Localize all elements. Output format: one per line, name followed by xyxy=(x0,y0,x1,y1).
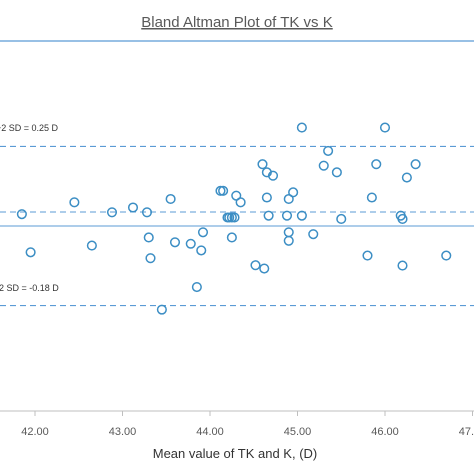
data-point xyxy=(127,202,139,213)
data-point xyxy=(250,260,261,271)
data-point xyxy=(323,145,334,156)
data-point xyxy=(69,197,80,208)
data-point xyxy=(366,192,377,203)
upper-sd-label: +2 SD = 0.25 D xyxy=(0,123,59,133)
data-point xyxy=(141,207,153,218)
data-point xyxy=(156,304,167,315)
data-point xyxy=(261,192,272,203)
data-point xyxy=(288,187,299,198)
data-point xyxy=(296,210,307,221)
data-point xyxy=(296,122,307,133)
x-tick-label: 45.00 xyxy=(284,426,312,438)
data-point xyxy=(397,213,408,225)
data-point xyxy=(235,197,246,208)
data-point xyxy=(169,237,181,248)
data-point xyxy=(224,212,235,223)
data-point xyxy=(263,210,274,221)
x-axis-label: Mean value of TK and K, (D) xyxy=(153,446,318,461)
data-point xyxy=(191,282,202,293)
x-tick-label: 43.00 xyxy=(109,426,137,438)
data-point xyxy=(185,238,196,249)
data-point xyxy=(283,227,294,238)
data-point xyxy=(283,235,294,246)
data-point xyxy=(16,209,27,220)
x-tick-label: 44.00 xyxy=(196,426,224,438)
chart-title: Bland Altman Plot of TK vs K xyxy=(141,14,332,31)
data-point xyxy=(371,159,382,170)
data-point xyxy=(196,245,207,256)
data-point xyxy=(336,213,347,225)
x-tick-label: 46.00 xyxy=(371,426,399,438)
data-point xyxy=(308,229,319,240)
data-point xyxy=(267,170,279,181)
data-point xyxy=(397,260,408,271)
data-point xyxy=(410,159,421,170)
data-point xyxy=(379,122,391,133)
data-point xyxy=(257,159,268,170)
x-tick-label: 47.00 xyxy=(459,426,474,438)
data-point xyxy=(106,207,118,218)
reference-lines xyxy=(0,40,474,307)
data-point xyxy=(281,210,293,221)
data-point xyxy=(197,227,209,238)
data-point xyxy=(165,193,176,205)
data-point xyxy=(86,240,97,251)
data-point xyxy=(401,172,412,183)
x-tick-label: 42.00 xyxy=(21,426,49,438)
data-point xyxy=(226,232,237,243)
data-point xyxy=(441,250,452,261)
data-point xyxy=(259,263,270,274)
data-point xyxy=(229,212,240,223)
data-point xyxy=(318,160,329,171)
data-point xyxy=(25,247,36,258)
x-axis: 42.00 43.00 44.00 45.00 46.00 47.00 xyxy=(0,410,474,438)
lower-sd-label: -2 SD = -0.18 D xyxy=(0,283,59,293)
data-points xyxy=(16,122,452,315)
data-point xyxy=(145,253,156,264)
data-point xyxy=(143,232,154,243)
data-point xyxy=(362,250,373,261)
data-point xyxy=(331,167,342,178)
data-point xyxy=(218,185,229,196)
